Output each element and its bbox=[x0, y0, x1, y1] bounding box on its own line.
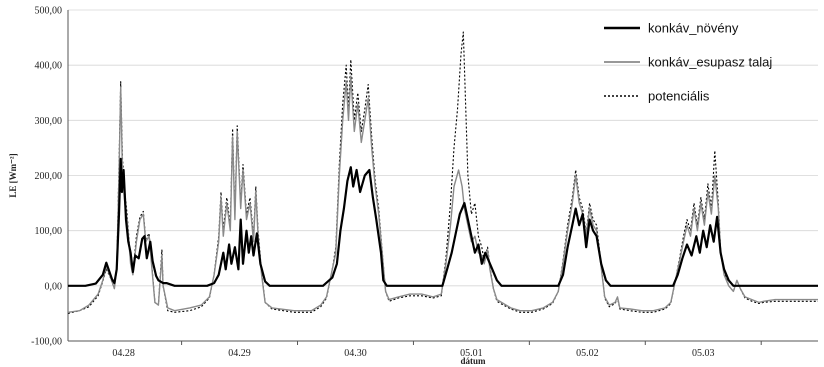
y-tick-label: 300,00 bbox=[35, 116, 63, 127]
y-tick-label: 200,00 bbox=[35, 171, 63, 182]
legend-label-0: konkáv_növény bbox=[648, 21, 739, 36]
x-tick-label: 04.28 bbox=[112, 348, 135, 359]
y-tick-label: 500,00 bbox=[35, 6, 63, 17]
y-axis-title: LE [Wm⁻²] bbox=[8, 153, 18, 197]
legend: konkáv_növény konkáv_esupasz talaj potenci… bbox=[604, 21, 772, 104]
series-line-0 bbox=[68, 157, 818, 287]
x-tick-label: 04.30 bbox=[344, 348, 367, 359]
x-tick-labels: 04.28 04.29 04.30 05.01 05.02 05.03 bbox=[112, 348, 714, 359]
y-tick-label: 100,00 bbox=[35, 226, 63, 237]
y-tick-labels: -100,00 0,00 100,00 200,00 300,00 400,00 500,0… bbox=[31, 6, 62, 348]
series-lines bbox=[67, 31, 818, 314]
series-line-1 bbox=[67, 75, 818, 313]
x-tick-label: 05.01 bbox=[460, 348, 483, 359]
x-tick-label: 04.29 bbox=[228, 348, 251, 359]
x-axis-title: dátum bbox=[460, 356, 486, 366]
y-tick-label: 400,00 bbox=[35, 61, 63, 72]
x-tick-label: 05.02 bbox=[576, 348, 599, 359]
x-tick-label: 05.03 bbox=[692, 348, 715, 359]
y-tick-label: -100,00 bbox=[31, 337, 62, 348]
legend-label-1: konkáv_esupasz talaj bbox=[648, 55, 772, 70]
legend-label-2: potenciális bbox=[648, 89, 710, 104]
y-tick-label: 0,00 bbox=[45, 281, 63, 292]
